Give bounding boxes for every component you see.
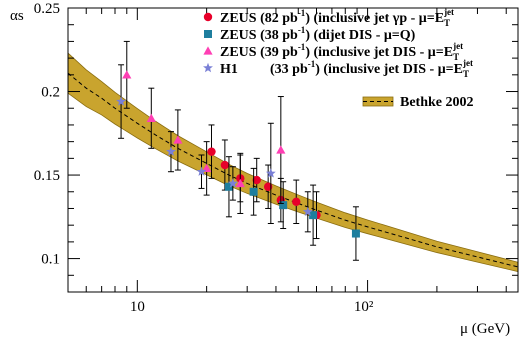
uncertainty-band xyxy=(67,52,519,273)
legend-text-part: ZEUS (82 pb xyxy=(220,11,298,26)
data-point xyxy=(302,206,313,217)
legend-text-part: (33 pb xyxy=(270,62,308,77)
legend-marker-1 xyxy=(204,30,212,38)
legend-text-part: -1 xyxy=(298,25,306,35)
legend-marker-3 xyxy=(203,62,213,73)
data-point xyxy=(173,135,183,144)
x-axis-title: μ (GeV) xyxy=(460,321,510,337)
data-point xyxy=(207,147,216,156)
legend-band-label: Bethke 2002 xyxy=(400,95,474,110)
legend-marker-2 xyxy=(203,46,213,55)
data-point xyxy=(196,166,207,176)
legend-text-part: ZEUS (39 pb xyxy=(220,45,298,60)
data-point xyxy=(122,70,132,79)
legend-text-part: jet xyxy=(452,41,463,51)
legend-text-part: T xyxy=(444,18,450,28)
data-point xyxy=(227,178,238,188)
legend-text-part: jet xyxy=(443,7,454,17)
legend-text-part: ) (dijet DIS - μ=Q) xyxy=(305,28,415,43)
data-point xyxy=(220,160,230,170)
data-point xyxy=(263,182,273,191)
data-point xyxy=(235,178,245,188)
data-point xyxy=(351,229,360,238)
series-2 xyxy=(122,40,286,214)
legend-text-part: H1 xyxy=(220,62,238,77)
legend-text-part: jet xyxy=(462,58,473,68)
legend-marker-0 xyxy=(203,12,213,22)
legend-text-part: T xyxy=(463,69,469,79)
legend-entry-2: ZEUS (39 pb-1) (inclusive jet DIS - μ=ET… xyxy=(220,41,463,62)
data-point xyxy=(224,182,233,191)
legend-entry-1: ZEUS (38 pb-1) (dijet DIS - μ=Q) xyxy=(220,25,416,43)
data-point xyxy=(166,146,176,156)
legend-text-part: -1 xyxy=(308,59,316,69)
legend-text-part: -1 xyxy=(298,42,306,52)
data-point xyxy=(202,163,212,173)
y-axis-title: αs xyxy=(10,8,24,24)
y-tick-label: 0.2 xyxy=(41,85,60,101)
data-point xyxy=(292,197,301,206)
legend-entry-3: H1 (33 pb-1) (inclusive jet DIS - μ=ETjet xyxy=(220,58,473,79)
band-layer xyxy=(67,52,519,273)
x-tick-label: 10 xyxy=(130,299,145,315)
x-tick-label: 10² xyxy=(354,299,374,315)
y-tick-label: 0.15 xyxy=(34,168,60,184)
points-layer xyxy=(116,40,360,261)
y-tick-label: 0.25 xyxy=(34,1,60,17)
data-point xyxy=(309,211,318,220)
axes-layer: 0.1 0.15 0.2 0.25 10 10² xyxy=(34,1,519,315)
data-point xyxy=(276,145,286,154)
band-center-line xyxy=(67,72,519,268)
legend-text-part: -1 xyxy=(298,8,306,18)
legend-text-part: ZEUS (38 pb xyxy=(220,28,298,43)
legend-text-part: ) (inclusive jet γp - μ=E xyxy=(305,11,444,26)
legend-entry-0: ZEUS (82 pb-1) (inclusive jet γp - μ=ETj… xyxy=(220,7,454,28)
data-point xyxy=(265,168,276,178)
series-1 xyxy=(224,156,360,261)
legend-text-part: ) (inclusive jet DIS - μ=E xyxy=(305,45,453,60)
y-tick-label: 0.1 xyxy=(41,252,60,268)
legend-text-part: T xyxy=(453,52,459,62)
series-3 xyxy=(116,64,313,233)
data-point xyxy=(249,187,258,196)
data-point xyxy=(146,113,156,122)
data-point xyxy=(279,201,288,210)
legend-text-part: ) (inclusive jet DIS - μ=E xyxy=(315,62,463,77)
data-point xyxy=(116,96,127,106)
plot-frame xyxy=(67,7,519,293)
legend: ZEUS (82 pb-1) (inclusive jet γp - μ=ETj… xyxy=(203,7,474,110)
data-point xyxy=(252,175,261,185)
